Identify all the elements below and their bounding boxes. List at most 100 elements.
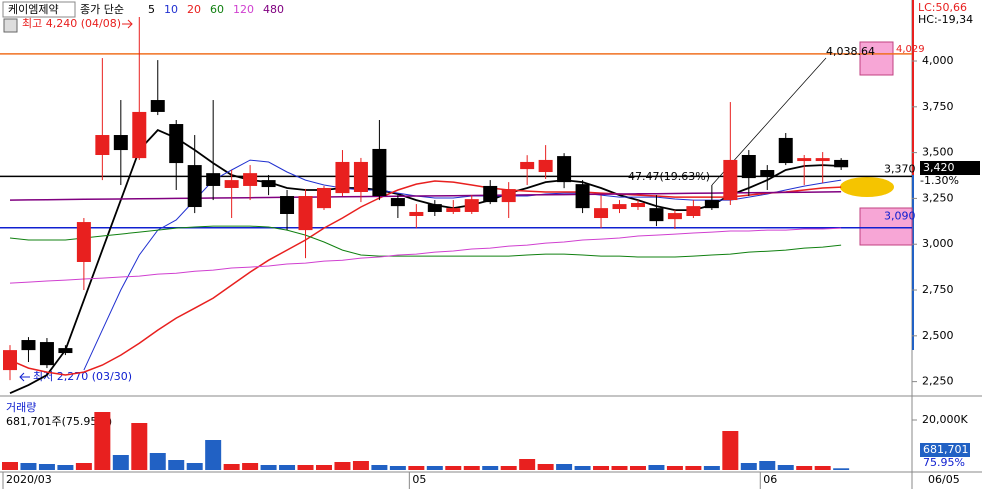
volume-bar — [168, 460, 185, 470]
volume-bar — [57, 465, 74, 470]
candle-body — [723, 159, 738, 201]
y-tick-label: 3,750 — [922, 100, 954, 113]
candle-body — [483, 185, 498, 203]
last-price-box — [920, 161, 980, 175]
candle-body — [649, 208, 664, 222]
y-tick-label: 3,500 — [922, 146, 954, 159]
volume-bar — [463, 466, 480, 470]
candle-body — [612, 204, 627, 210]
candle-body — [169, 124, 184, 164]
candle-body — [501, 189, 516, 203]
candle-body — [704, 200, 719, 209]
ma-label: 종가 단순 — [80, 3, 124, 16]
candle-body — [741, 154, 756, 179]
volume-last: 681,701 — [923, 443, 969, 456]
icon — [3, 18, 18, 33]
ma-line — [9, 129, 842, 395]
candle-body — [243, 173, 258, 186]
candle-body — [335, 161, 350, 194]
volume-bar — [2, 462, 18, 470]
candle-body — [132, 111, 147, 159]
legend-entry: 60 — [210, 3, 224, 16]
volume-bar — [205, 440, 222, 470]
volume-bar — [740, 463, 757, 470]
volume-bar — [38, 464, 55, 470]
candle-body — [760, 170, 775, 177]
x-tick-label: 05 — [412, 473, 426, 486]
candle-body — [280, 196, 295, 214]
candle-body — [58, 348, 73, 354]
last-date: 06/05 — [928, 473, 960, 486]
volume-bar — [574, 466, 591, 470]
candle-body — [95, 135, 110, 155]
volume-bar — [445, 466, 462, 470]
lc-label: LC:50,66 — [918, 1, 967, 14]
candle-body — [630, 202, 645, 208]
volume-bar — [611, 466, 628, 470]
candle-body — [76, 222, 91, 262]
x-tick-label: 2020/03 — [6, 473, 52, 486]
volume-bar — [371, 465, 388, 470]
volume-bar — [149, 453, 166, 470]
candle-body — [206, 173, 221, 186]
lower-box — [859, 207, 913, 246]
legend-entry: 20 — [187, 3, 201, 16]
legend-entry: 480 — [263, 3, 284, 16]
last-price: 3,420 — [923, 161, 955, 174]
candle-body — [390, 198, 405, 207]
candle-body — [427, 204, 442, 212]
h-line-label: 3,090 — [884, 210, 916, 223]
volume-bar — [666, 466, 683, 470]
ma-line — [9, 227, 842, 284]
volume-bar — [537, 464, 554, 470]
volume-bar — [112, 455, 129, 470]
marker — [840, 177, 894, 197]
volume-bar — [315, 465, 332, 470]
candle-body — [538, 159, 553, 173]
candle-body — [815, 158, 830, 162]
volume-bar — [593, 466, 610, 470]
candle-body — [39, 342, 54, 366]
low-arrow — [19, 372, 30, 382]
volume-bar — [20, 463, 37, 470]
box-upper-label: 4,029 — [896, 44, 925, 55]
y-tick-label: 2,750 — [922, 283, 954, 296]
volume-bar — [260, 465, 277, 470]
volume-pct: 75.95% — [923, 456, 965, 469]
candle-body — [187, 165, 202, 208]
candle-body — [113, 135, 128, 151]
volume-bar — [814, 466, 831, 470]
y-tick-label: 20,000K — [922, 413, 968, 426]
candle-body — [224, 180, 239, 188]
volume-last-box — [920, 443, 970, 457]
candle-body — [261, 180, 276, 188]
y-tick-label: 2,250 — [922, 375, 954, 388]
candle-body — [686, 206, 701, 217]
candle-body — [464, 199, 479, 212]
candle-body — [446, 208, 461, 212]
volume-bar — [482, 466, 499, 470]
candle-body — [797, 158, 812, 162]
candle-body — [834, 159, 849, 168]
candle-body — [557, 156, 572, 183]
volume-bar — [131, 423, 148, 470]
volume-bar — [223, 464, 240, 470]
candle-body — [372, 148, 387, 197]
volume-bar — [242, 463, 259, 470]
h-line-label: 4,038.64 — [826, 45, 875, 58]
volume-bar — [389, 466, 406, 470]
upper-box — [859, 41, 894, 76]
x-tick-label: 06 — [763, 473, 777, 486]
volume-bar — [777, 465, 794, 470]
volume-summary: 681,701주(75.95%) — [6, 415, 112, 428]
candle-body — [298, 196, 313, 231]
legend-entry: 120 — [233, 3, 254, 16]
candle-body — [316, 187, 331, 209]
hc-label: HC:-19,34 — [918, 13, 973, 26]
y-tick-label: 4,000 — [922, 54, 954, 67]
volume-bar — [759, 461, 776, 470]
candle-body — [594, 208, 609, 219]
y-tick-label: 2,500 — [922, 329, 954, 342]
